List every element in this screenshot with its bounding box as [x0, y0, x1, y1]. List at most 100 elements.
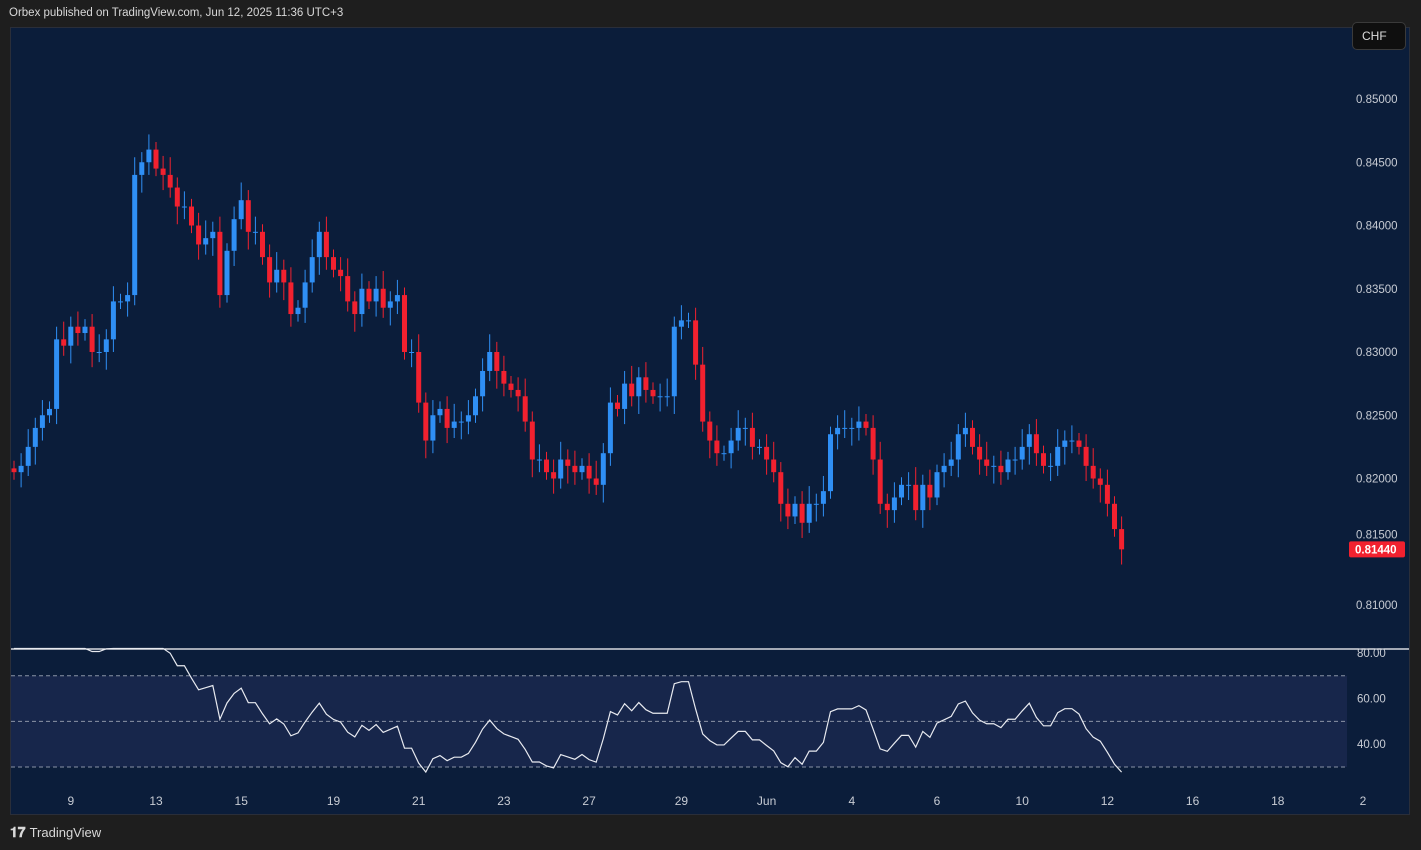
time-tick-label: 2 — [1360, 794, 1367, 808]
candle-body — [146, 149, 152, 163]
candle-body — [508, 383, 514, 390]
time-tick-label: 13 — [149, 794, 163, 808]
candle — [508, 376, 514, 398]
candle — [906, 472, 912, 501]
candle — [1012, 446, 1018, 475]
candle — [529, 411, 535, 478]
candle-body — [68, 326, 74, 346]
candle — [764, 434, 770, 475]
time-tick-label: 16 — [1186, 794, 1200, 808]
candle-body — [416, 352, 422, 403]
candle-body — [331, 257, 336, 270]
candle — [835, 415, 841, 450]
candle-body — [686, 320, 691, 322]
candle-body — [316, 231, 322, 258]
price-tick-label: 0.84000 — [1356, 221, 1398, 233]
candle-body — [387, 301, 393, 308]
candle-body — [238, 200, 244, 220]
rsi-tick-label: 80.00 — [1357, 648, 1386, 660]
candle — [842, 410, 848, 439]
candle — [686, 312, 691, 328]
candle-body — [480, 370, 486, 397]
candle-body — [536, 459, 542, 461]
candle — [955, 424, 961, 478]
candle-body — [650, 389, 656, 397]
candle-body — [75, 326, 81, 334]
candle-body — [444, 408, 450, 428]
candle — [387, 291, 393, 326]
candle — [991, 455, 997, 484]
candle — [1112, 496, 1117, 537]
candle — [416, 334, 422, 413]
candle — [962, 412, 968, 447]
candle-body — [1119, 529, 1125, 550]
candle-body — [181, 206, 187, 208]
candle-body — [380, 288, 386, 308]
candle — [380, 271, 386, 318]
candle-body — [267, 257, 273, 283]
candle — [110, 286, 116, 352]
candle-body — [110, 301, 116, 340]
candle-body — [693, 320, 699, 365]
candle — [643, 362, 649, 403]
candle — [487, 334, 493, 382]
candle-body — [309, 257, 315, 283]
candle — [899, 477, 904, 506]
time-tick-label: 10 — [1016, 794, 1030, 808]
candle-body — [579, 465, 585, 473]
candle — [75, 311, 81, 346]
currency-button[interactable]: CHF — [1352, 22, 1406, 50]
tradingview-logo[interactable]: 𝟏𝟕 TradingView — [10, 824, 101, 841]
candle — [281, 259, 287, 301]
candle — [231, 206, 237, 266]
candle — [423, 392, 429, 459]
candle-body — [252, 231, 258, 233]
candle — [47, 401, 52, 423]
candle-body — [1097, 478, 1103, 485]
candle — [1048, 453, 1054, 482]
candle-body — [103, 339, 109, 352]
candle-body — [764, 446, 770, 460]
candle-body — [927, 484, 933, 498]
candle-body — [962, 427, 968, 435]
candle — [558, 441, 564, 489]
candle — [118, 293, 123, 309]
candle — [96, 334, 102, 363]
candle-body — [132, 174, 138, 296]
candle-body — [1069, 440, 1075, 442]
candle-body — [54, 339, 60, 409]
candle-body — [288, 282, 294, 315]
candle — [295, 300, 301, 322]
candle — [721, 445, 727, 461]
candle-body — [593, 478, 599, 485]
price-tick-label: 0.82500 — [1356, 410, 1398, 422]
candle-body — [260, 231, 265, 258]
candle-body — [295, 307, 301, 315]
candle — [778, 462, 784, 522]
candle — [54, 326, 60, 425]
candle-body — [664, 396, 670, 398]
time-tick-label: 19 — [327, 794, 341, 808]
candle — [771, 441, 777, 483]
candle-body — [118, 301, 123, 303]
candle — [757, 439, 762, 455]
candle — [544, 451, 549, 480]
candle-body — [657, 396, 663, 398]
candle-body — [345, 276, 351, 302]
rsi-tick-label: 60.00 — [1357, 694, 1386, 706]
candle-body — [955, 434, 961, 460]
candle-body — [785, 503, 791, 517]
candle-body — [430, 415, 436, 441]
candle — [1083, 434, 1089, 482]
candle-body — [409, 352, 415, 353]
candle — [941, 453, 947, 488]
candle — [1076, 432, 1082, 455]
candle-body — [1041, 453, 1046, 466]
candle-body — [139, 162, 145, 175]
candle-body — [544, 459, 549, 473]
candle — [565, 449, 571, 484]
candle — [1019, 429, 1025, 470]
candle — [409, 339, 415, 368]
price-tick-label: 0.85000 — [1356, 94, 1398, 106]
